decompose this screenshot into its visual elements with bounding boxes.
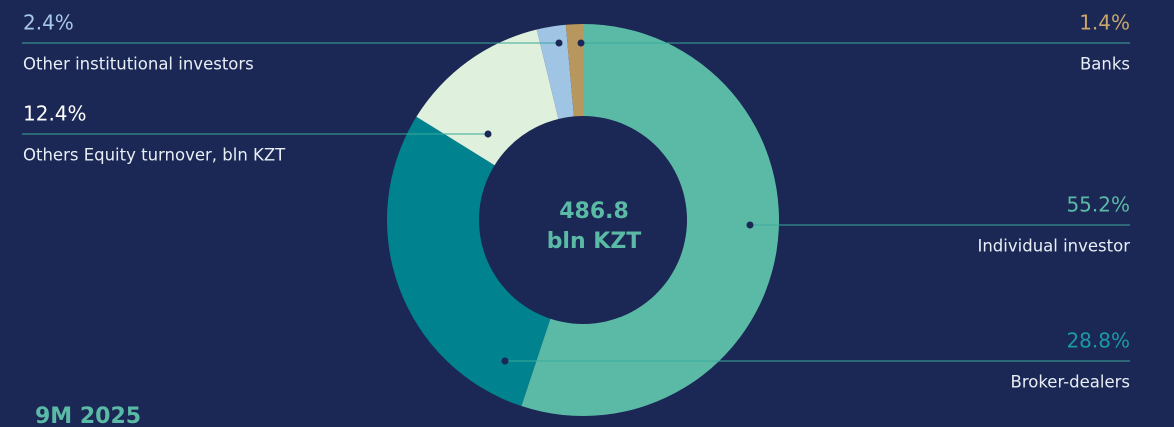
donut-segment (387, 116, 551, 407)
value-label: 2.4% (23, 11, 74, 35)
leader-dot (577, 39, 585, 47)
category-label: Other institutional investors (23, 55, 254, 74)
leader-dot (555, 39, 563, 47)
category-label: Individual investor (977, 237, 1130, 256)
value-label: 12.4% (23, 102, 87, 126)
category-label: Banks (1080, 55, 1130, 74)
value-label: 28.8% (1066, 329, 1130, 353)
donut-segment (536, 24, 574, 119)
leader-dot (484, 130, 492, 138)
total-unit: bln KZT (547, 229, 642, 254)
leader-dot (746, 221, 754, 229)
category-label: Broker-dealers (1011, 373, 1131, 392)
donut-segment (521, 24, 779, 416)
total-value: 486.8 (559, 199, 629, 224)
value-label: 55.2% (1066, 193, 1130, 217)
category-label: Others Equity turnover, bln KZT (23, 146, 286, 165)
value-label: 1.4% (1079, 11, 1130, 35)
leader-dot (501, 357, 509, 365)
donut-segment (416, 29, 559, 166)
donut-segment (565, 24, 583, 117)
footer: 9M 2025 (35, 404, 141, 427)
